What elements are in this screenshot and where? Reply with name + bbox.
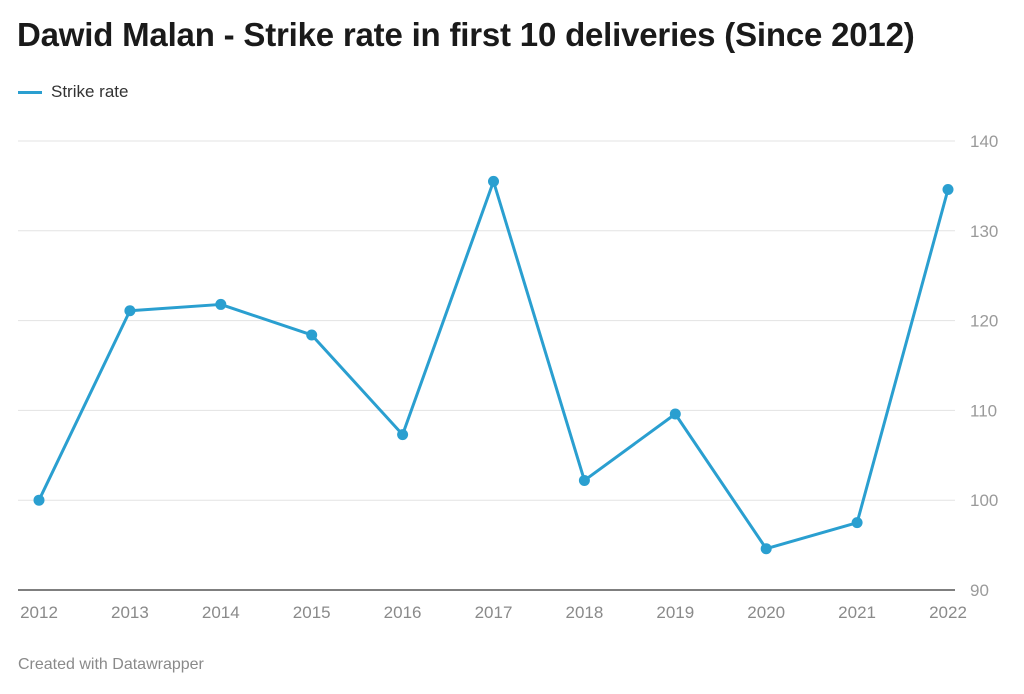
x-tick-label: 2012	[20, 603, 58, 622]
series-line-layer	[37, 179, 950, 551]
data-point	[306, 329, 318, 341]
x-tick-label: 2017	[475, 603, 513, 622]
grid	[18, 140, 955, 591]
legend-swatch	[18, 90, 42, 94]
x-tick-label: 2022	[929, 603, 967, 622]
y-tick-label: 110	[970, 401, 997, 420]
y-tick-label: 90	[970, 581, 989, 600]
data-point	[397, 429, 409, 441]
x-tick-label: 2015	[293, 603, 331, 622]
data-point	[942, 183, 954, 195]
series-line-strike-rate	[37, 179, 950, 551]
y-axis-ticks: 90 100 110 120 130 140	[970, 132, 998, 600]
x-tick-label: 2014	[202, 603, 240, 622]
x-tick-label: 2013	[111, 603, 149, 622]
data-point	[215, 298, 227, 310]
data-point	[33, 494, 45, 506]
y-tick-label: 100	[970, 491, 998, 510]
legend-label: Strike rate	[51, 82, 129, 101]
data-point	[669, 408, 681, 420]
x-axis-ticks: 2012 2013 2014 2015 2016 2017 2018 2019 2020 2021…	[20, 603, 967, 622]
data-point	[851, 517, 863, 529]
data-points	[33, 175, 954, 555]
y-tick-label: 130	[970, 222, 998, 241]
x-tick-label: 2018	[565, 603, 603, 622]
x-tick-label: 2021	[838, 603, 876, 622]
data-point	[124, 305, 136, 317]
data-point	[760, 543, 772, 555]
x-tick-label: 2019	[656, 603, 694, 622]
x-tick-label: 2016	[384, 603, 422, 622]
data-point	[488, 175, 499, 187]
legend: Strike rate	[18, 82, 128, 102]
y-tick-label: 140	[970, 132, 998, 151]
y-tick-label: 120	[970, 312, 998, 331]
x-tick-label: 2020	[747, 603, 785, 622]
chart-title: Dawid Malan - Strike rate in first 10 de…	[17, 16, 915, 53]
data-point	[578, 474, 590, 486]
footer-credit: Created with Datawrapper	[18, 656, 204, 673]
